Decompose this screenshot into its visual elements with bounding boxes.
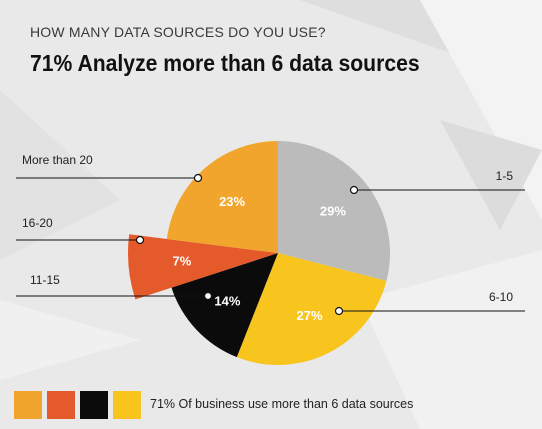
pie-value-label: 27% <box>296 308 322 323</box>
pie-value-label: 23% <box>219 194 245 209</box>
pie-value-label: 14% <box>214 294 240 309</box>
category-label: 6-10 <box>489 290 513 304</box>
category-label: 16-20 <box>22 216 53 230</box>
pie-slice-more-than-20 <box>166 140 278 253</box>
leader-dot <box>349 185 359 195</box>
legend-swatch-11-15 <box>80 391 108 419</box>
pie-slice-11-15 <box>171 253 278 358</box>
legend-text: 71% Of business use more than 6 data sou… <box>150 397 414 411</box>
category-label: 1-5 <box>496 169 514 183</box>
pie-value-label: 29% <box>320 203 346 218</box>
legend-swatch-16-20 <box>47 391 75 419</box>
category-label: 11-15 <box>30 273 60 287</box>
leader-dot <box>203 291 213 301</box>
pie-slice-6-10 <box>236 253 387 365</box>
legend-swatch-6-10 <box>113 391 141 419</box>
chart-subtitle: HOW MANY DATA SOURCES DO YOU USE? <box>30 24 326 40</box>
legend-swatch-more-than-20 <box>14 391 42 419</box>
leader-dot <box>193 173 203 183</box>
pie-slice-1-5 <box>278 141 390 281</box>
leader-dot <box>334 306 344 316</box>
category-label: More than 20 <box>22 153 93 167</box>
leader-dot <box>135 235 145 245</box>
pie-value-label: 7% <box>173 253 192 268</box>
chart-title: 71% Analyze more than 6 data sources <box>30 50 420 76</box>
pie-slice-16-20 <box>127 234 279 300</box>
